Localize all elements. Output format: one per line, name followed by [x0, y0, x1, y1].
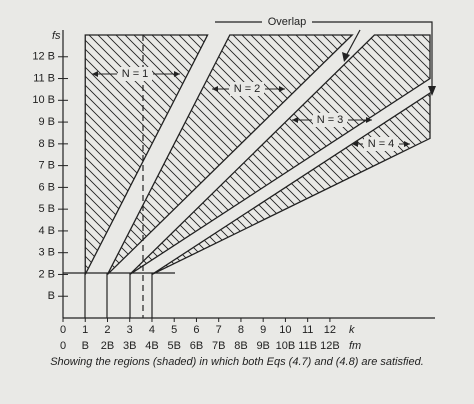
- arrow-head: [212, 86, 218, 92]
- region: [84, 34, 209, 275]
- y-tick-label: 10 B: [32, 94, 55, 106]
- x2-tick-label: 8B: [234, 340, 247, 352]
- x-tick-label: 12: [324, 324, 336, 336]
- x2-tick-label: 12B: [320, 340, 340, 352]
- region: [151, 91, 431, 276]
- y-tick-label: 9 B: [38, 116, 55, 128]
- x-tick-label: 8: [238, 324, 244, 336]
- y-axis-label: fs: [52, 30, 61, 42]
- x-tick-label: 0: [60, 324, 66, 336]
- x-tick-label: 11: [302, 324, 313, 336]
- arrow-head: [174, 71, 180, 77]
- label-bg: [118, 67, 152, 81]
- x-tick-label: 2: [104, 324, 110, 336]
- x2-tick-label: 5B: [167, 340, 180, 352]
- arrow-head: [92, 71, 98, 77]
- x-tick-label: 7: [216, 324, 222, 336]
- overlap-pointer: [345, 29, 361, 57]
- x-tick-label: 1: [82, 324, 88, 336]
- region-label: N = 2: [234, 83, 261, 95]
- x2-tick-label: 7B: [212, 340, 225, 352]
- arrow-head: [404, 141, 410, 147]
- x2-tick-label: 9B: [256, 340, 269, 352]
- y-tick-label: B: [48, 290, 55, 302]
- x-tick-label: 3: [127, 324, 133, 336]
- y-tick-label: 4 B: [38, 225, 55, 237]
- label-bg: [364, 137, 398, 151]
- arrow-head: [428, 86, 436, 96]
- x2-tick-label: 4B: [145, 340, 158, 352]
- x2-tick-label: 2B: [101, 340, 114, 352]
- x-tick-label: 10: [279, 324, 291, 336]
- x-tick-label: 6: [193, 324, 199, 336]
- overlap-callout: [215, 21, 433, 92]
- x2-tick-label: 11B: [298, 340, 317, 352]
- x2-axis-label: fm: [349, 340, 361, 352]
- y-tick-label: 8 B: [38, 138, 55, 150]
- y-tick-label: 2 B: [38, 268, 55, 280]
- label-bg: [313, 113, 347, 127]
- region-label: N = 4: [368, 138, 395, 150]
- x2-tick-label: 3B: [123, 340, 136, 352]
- x2-tick-label: 0: [60, 340, 66, 352]
- region-label: N = 3: [317, 114, 344, 126]
- x-tick-label: 4: [149, 324, 155, 336]
- plot-area: [84, 34, 431, 276]
- y-tick-label: 11 B: [33, 72, 55, 84]
- arrow-head: [366, 117, 372, 123]
- y-tick-label: 7 B: [38, 160, 55, 172]
- y-tick-label: 6 B: [38, 181, 55, 193]
- arrow-head: [292, 117, 298, 123]
- label-bg: [230, 82, 264, 96]
- x-axis-label: k: [349, 324, 355, 336]
- x2-tick-label: 10B: [276, 340, 296, 352]
- arrow-head: [342, 52, 350, 62]
- x2-tick-label: B: [82, 340, 89, 352]
- y-tick-label: 12 B: [32, 51, 55, 63]
- y-tick-label: 3 B: [38, 247, 55, 259]
- x-tick-label: 5: [171, 324, 177, 336]
- region-label: N = 1: [122, 68, 149, 80]
- annotation: Overlap: [268, 16, 307, 28]
- x2-tick-label: 6B: [190, 340, 203, 352]
- caption: Showing the regions (shaded) in which bo…: [50, 356, 424, 368]
- region: [129, 34, 431, 276]
- region: [106, 34, 354, 275]
- x-tick-label: 9: [260, 324, 266, 336]
- y-tick-label: 5 B: [38, 203, 55, 215]
- arrow-head: [279, 86, 285, 92]
- arrow-head: [352, 141, 358, 147]
